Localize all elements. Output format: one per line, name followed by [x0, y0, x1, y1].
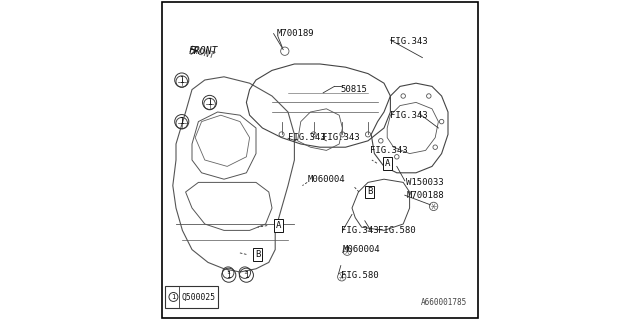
Text: B: B: [367, 188, 372, 196]
Text: FRONT: FRONT: [188, 45, 216, 60]
Text: FIG.343: FIG.343: [390, 37, 428, 46]
Text: A660001785: A660001785: [421, 298, 467, 307]
Text: FIG.343: FIG.343: [370, 146, 407, 155]
Text: FIG.343: FIG.343: [288, 133, 326, 142]
Text: B: B: [255, 250, 260, 259]
Text: FIG.343: FIG.343: [390, 111, 428, 120]
Text: FIG.343: FIG.343: [340, 226, 378, 235]
Text: M700188: M700188: [406, 191, 444, 200]
Text: FIG.580: FIG.580: [378, 226, 415, 235]
Text: 1: 1: [172, 294, 175, 300]
Text: Q500025: Q500025: [182, 292, 216, 301]
Text: 1: 1: [207, 98, 212, 107]
Text: 1: 1: [179, 76, 184, 84]
Text: M060004: M060004: [342, 245, 380, 254]
Text: 1: 1: [227, 270, 230, 275]
Text: FRONT: FRONT: [189, 46, 218, 56]
Text: 1: 1: [227, 271, 231, 280]
Text: M060004: M060004: [307, 175, 345, 184]
Text: 1: 1: [179, 117, 184, 126]
Text: W150033: W150033: [406, 178, 444, 187]
Text: 1: 1: [244, 271, 249, 280]
Text: A: A: [276, 221, 281, 230]
FancyBboxPatch shape: [165, 286, 218, 308]
Text: 50815: 50815: [340, 85, 367, 94]
Text: FIG.343: FIG.343: [322, 133, 359, 142]
Text: 1: 1: [243, 270, 246, 275]
Text: A: A: [385, 159, 390, 168]
Text: FIG.580: FIG.580: [340, 271, 378, 280]
Text: M700189: M700189: [277, 29, 314, 38]
